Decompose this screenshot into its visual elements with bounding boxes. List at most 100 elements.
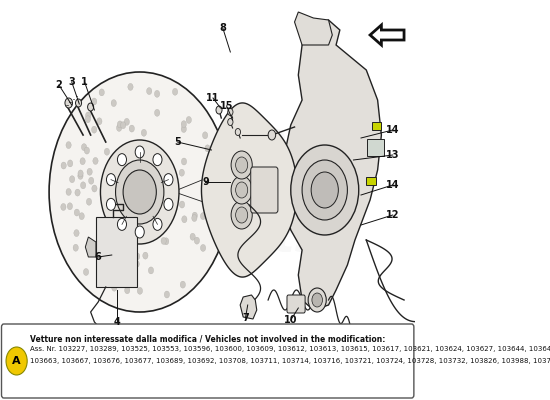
Polygon shape <box>85 237 96 257</box>
Circle shape <box>84 268 89 276</box>
Circle shape <box>180 281 185 288</box>
Circle shape <box>128 84 133 90</box>
Circle shape <box>153 218 162 230</box>
Circle shape <box>124 118 129 125</box>
Circle shape <box>148 267 153 274</box>
Circle shape <box>118 154 127 166</box>
Circle shape <box>182 216 187 223</box>
Circle shape <box>205 145 210 152</box>
Circle shape <box>235 182 248 198</box>
Circle shape <box>87 103 94 111</box>
Circle shape <box>312 293 322 307</box>
Circle shape <box>228 118 233 126</box>
Circle shape <box>164 291 169 298</box>
Circle shape <box>231 176 252 204</box>
Circle shape <box>138 287 142 294</box>
Circle shape <box>179 201 185 208</box>
Circle shape <box>228 108 233 116</box>
Text: Ass. Nr. 103227, 103289, 103525, 103553, 103596, 103600, 103609, 103612, 103613,: Ass. Nr. 103227, 103289, 103525, 103553,… <box>30 346 550 352</box>
Circle shape <box>125 287 130 294</box>
Circle shape <box>78 170 83 177</box>
Circle shape <box>116 160 164 224</box>
Circle shape <box>231 201 252 229</box>
Circle shape <box>186 116 191 124</box>
Circle shape <box>179 169 184 176</box>
Circle shape <box>109 244 115 251</box>
Circle shape <box>6 347 27 375</box>
Circle shape <box>107 198 116 210</box>
Circle shape <box>291 145 359 235</box>
FancyBboxPatch shape <box>366 177 376 185</box>
Circle shape <box>268 130 276 140</box>
Polygon shape <box>240 295 257 319</box>
Circle shape <box>107 174 116 186</box>
Circle shape <box>210 188 215 195</box>
Circle shape <box>92 185 97 192</box>
Circle shape <box>135 146 144 158</box>
Circle shape <box>99 89 104 96</box>
Circle shape <box>141 129 146 136</box>
Text: 8: 8 <box>219 23 226 33</box>
Circle shape <box>192 212 197 219</box>
Circle shape <box>235 207 248 223</box>
Polygon shape <box>283 20 381 310</box>
Text: 11: 11 <box>206 93 219 103</box>
Text: Vetture non interessate dalla modifica / Vehicles not involved in the modificati: Vetture non interessate dalla modifica /… <box>30 334 386 343</box>
FancyBboxPatch shape <box>2 324 414 398</box>
Circle shape <box>200 244 206 252</box>
Circle shape <box>80 158 85 165</box>
Text: 5: 5 <box>174 137 181 147</box>
Text: 12: 12 <box>386 210 399 220</box>
Circle shape <box>75 189 80 196</box>
FancyBboxPatch shape <box>372 122 381 130</box>
Circle shape <box>146 88 152 94</box>
Circle shape <box>84 147 90 154</box>
FancyBboxPatch shape <box>96 217 138 287</box>
Circle shape <box>235 128 240 136</box>
Circle shape <box>210 146 215 153</box>
Polygon shape <box>370 25 404 45</box>
Circle shape <box>68 160 73 167</box>
Circle shape <box>85 116 91 123</box>
Circle shape <box>66 188 72 196</box>
Circle shape <box>69 176 75 183</box>
Circle shape <box>181 126 186 132</box>
Circle shape <box>75 99 81 107</box>
Text: 9: 9 <box>202 177 209 187</box>
Circle shape <box>235 157 248 173</box>
Circle shape <box>49 72 230 312</box>
FancyBboxPatch shape <box>101 222 134 282</box>
Circle shape <box>192 214 197 222</box>
Circle shape <box>202 132 208 139</box>
Circle shape <box>100 224 105 232</box>
Circle shape <box>81 144 87 151</box>
Text: 6: 6 <box>95 252 102 262</box>
Circle shape <box>153 154 162 166</box>
Circle shape <box>164 198 173 210</box>
Polygon shape <box>295 12 332 45</box>
Circle shape <box>85 112 91 119</box>
Circle shape <box>112 284 117 291</box>
Text: 103663, 103667, 103676, 103677, 103689, 103692, 103708, 103711, 103714, 103716, : 103663, 103667, 103676, 103677, 103689, … <box>30 358 550 364</box>
Circle shape <box>118 218 127 230</box>
Circle shape <box>73 244 78 251</box>
Text: 2: 2 <box>56 80 62 90</box>
Circle shape <box>194 237 200 244</box>
Circle shape <box>97 118 102 125</box>
Circle shape <box>89 177 94 184</box>
Circle shape <box>163 238 169 245</box>
Text: 13: 13 <box>386 150 399 160</box>
Circle shape <box>117 124 122 131</box>
Circle shape <box>216 106 222 114</box>
Circle shape <box>74 209 80 216</box>
Circle shape <box>212 202 218 209</box>
Circle shape <box>134 260 139 268</box>
Polygon shape <box>201 103 297 277</box>
Circle shape <box>111 100 117 106</box>
Circle shape <box>311 172 338 208</box>
Circle shape <box>66 142 72 148</box>
Circle shape <box>129 246 134 253</box>
Circle shape <box>65 98 73 108</box>
Circle shape <box>86 198 92 205</box>
Text: 4: 4 <box>114 317 120 327</box>
